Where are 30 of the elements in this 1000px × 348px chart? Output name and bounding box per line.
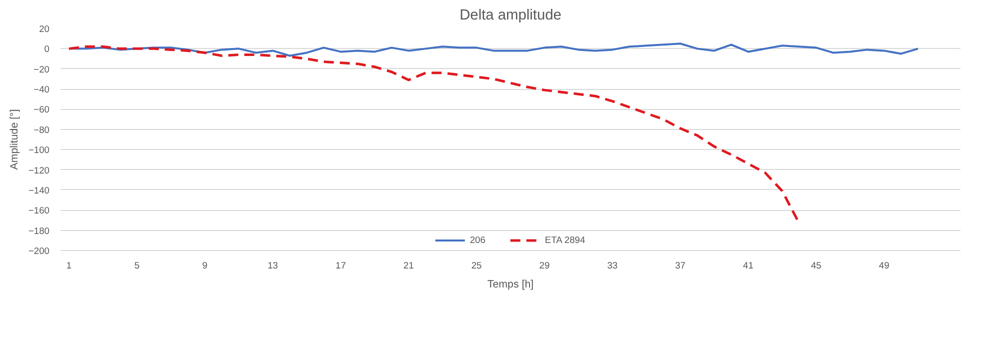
legend-label: ETA 2894 [544,235,586,245]
y-tick-label: −120 [28,165,50,176]
legend-label: 206 [470,235,486,245]
x-tick-label: 49 [878,260,890,270]
x-tick-label: 9 [202,260,208,270]
x-tick-label: 1 [66,260,72,270]
y-tick-label: −200 [28,246,50,256]
x-tick-label: 13 [268,260,278,270]
x-tick-label: 29 [539,260,550,270]
x-tick-label: 17 [336,260,346,270]
x-tick-label: 5 [134,260,140,270]
y-tick-label: −80 [34,124,50,135]
y-tick-label: −180 [28,226,50,236]
x-axis-title: Temps [h] [487,278,534,290]
chart-title: Delta amplitude [460,8,562,24]
y-tick-label: 0 [44,44,50,54]
y-tick-label: −100 [28,145,50,156]
x-tick-label: 33 [607,260,618,270]
x-tick-label: 21 [403,260,414,270]
x-tick-label: 45 [810,260,822,270]
x-tick-label: 37 [675,260,686,270]
y-tick-label: 20 [39,24,50,34]
y-axis-title: Amplitude [°] [8,109,20,170]
y-tick-label: −60 [34,104,50,115]
x-tick-label: 25 [471,260,482,270]
y-tick-label: −20 [34,64,50,74]
y-tick-label: −40 [34,84,50,95]
y-tick-label: −140 [28,185,50,196]
x-tick-label: 41 [743,260,754,270]
y-tick-label: −160 [28,206,50,216]
